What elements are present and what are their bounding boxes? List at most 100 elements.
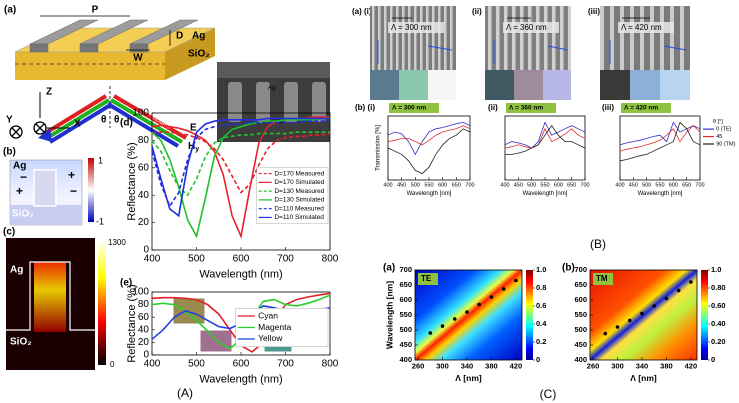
x-tick-label: 550 [655, 182, 664, 188]
decor-rect [514, 70, 543, 100]
period-label: Λ = 360 nm [506, 23, 547, 32]
legend-label: 90 (TM) [716, 141, 735, 147]
y-tick-label: 650 [399, 280, 412, 289]
legend-title: θ [°] [713, 119, 723, 125]
x-tick-label: 600 [233, 254, 250, 265]
chart: 400 500 600 700 800 0 20 40 60 80 100 Wavelength (n… [120, 108, 339, 281]
x-tick-label: 600 [438, 182, 447, 188]
line [151, 131, 330, 197]
x-axis-label: Wavelength [nm] [523, 191, 568, 197]
legend-label: 45 [716, 134, 722, 140]
point [676, 288, 681, 293]
colorbar-tick-label: 0.40 [711, 319, 726, 328]
y-tick-label: 100 [132, 287, 149, 298]
x-tick-label: 400 [500, 182, 509, 188]
decor-rect [485, 70, 514, 100]
decor-polygon [15, 52, 165, 80]
x-axis-label: Λ [nm] [455, 373, 482, 383]
colorbar-tick-label: -1 [96, 216, 104, 226]
colorbar-tick-label: 1300 [108, 238, 126, 247]
y-tick-label: 450 [574, 340, 587, 349]
label-sem-ag: Ag [268, 86, 275, 92]
legend-label: D=110 Measured [274, 205, 324, 212]
x-tick-label: 800 [322, 359, 339, 370]
x-tick-label: 300 [611, 362, 624, 371]
field-c: (c) Ag SiO₂ 1300 0 [3, 227, 126, 370]
x-tick-label: 380 [660, 362, 673, 371]
decor-rect [630, 70, 660, 100]
decor-rect [217, 62, 330, 78]
y-axis-label: Transmission [%] [376, 125, 382, 171]
decor-polyline [6, 261, 95, 331]
decor-rect [88, 158, 94, 222]
decor-g [228, 82, 326, 122]
x-tick-label: 300 [436, 362, 449, 371]
decor-line [112, 94, 188, 140]
x-tick-label: 400 [144, 359, 161, 370]
label-sio2: SiO₂ [188, 49, 210, 60]
point [615, 325, 620, 329]
panel-label: (c) [3, 227, 15, 238]
figure-label: (A) [177, 386, 193, 400]
point [664, 296, 669, 301]
y-tick-label: 500 [399, 325, 412, 334]
chart: 400 450 500 550 600 650 700 Wavelength [nm] (ii)… [488, 103, 590, 197]
colorbar-tick-label: 0.6 [536, 301, 546, 310]
period-label: Λ = 300 nm [391, 23, 432, 32]
decor-rect [172, 297, 206, 325]
x-axis-label: Wavelength (nm) [199, 269, 282, 281]
x-tick-label: 400 [615, 182, 624, 188]
x-tick-label: 600 [669, 182, 678, 188]
x-tick-label: 450 [397, 182, 406, 188]
decor-rect [503, 22, 559, 33]
y-axis-label: Wavelength [nm] [384, 281, 394, 349]
sem-panels: (a) (i) (ii) (iii) Λ = 300 nm Λ = 360 nm… [352, 6, 690, 100]
decor-line [547, 45, 569, 51]
x-tick-label: 400 [144, 254, 161, 265]
colorbar-tick-label: 1.0 [711, 265, 721, 274]
colorbar-tick-label: 1 [98, 155, 103, 165]
legend-label: D=170 Measured [274, 170, 324, 177]
label-h: Hy [188, 141, 199, 153]
annotation-box [418, 273, 438, 285]
legend-label: 0 (TE) [716, 127, 731, 133]
decor-rect [660, 70, 690, 100]
y-tick-label: 0 [143, 245, 149, 256]
x-tick-label: 260 [412, 362, 425, 371]
label-ag: Ag [10, 265, 23, 276]
decor-rect [370, 6, 456, 70]
x-tick-label: 500 [642, 182, 651, 188]
decor-rect [10, 205, 82, 225]
panel-label: (ii) [472, 7, 482, 16]
legend-label: Yellow [258, 333, 283, 343]
decor-line [427, 45, 453, 51]
point [440, 324, 445, 328]
legend-box [256, 166, 329, 225]
line [619, 121, 701, 162]
annotation-box [621, 103, 671, 113]
decor-rect [388, 22, 444, 33]
plot-frame [504, 115, 586, 181]
panel-label: (b) [562, 263, 575, 274]
y-tick-label: 100 [132, 108, 149, 119]
point [477, 302, 482, 307]
colorbar-tick-label: 0.80 [711, 283, 726, 292]
y-tick-label: 500 [574, 325, 587, 334]
decor-rect [199, 329, 233, 353]
decor-line [109, 98, 184, 144]
point [689, 280, 693, 284]
legend-label: D=130 Simulated [274, 197, 324, 204]
colorbar-tick-label: 1.0 [536, 265, 546, 274]
plot-frame [387, 115, 471, 181]
decor-rect [34, 262, 66, 332]
line [387, 121, 471, 156]
y-axis-label: Reflectance (%) [126, 142, 138, 220]
decor-polygon [165, 28, 215, 80]
decor-rect [33, 169, 57, 207]
point [640, 311, 644, 316]
x-tick-label: 340 [636, 362, 649, 371]
field-b: (b) Ag SiO₂ − + + − 1 -1 [3, 147, 104, 227]
x-tick-label: 600 [554, 182, 563, 188]
point [452, 317, 457, 321]
